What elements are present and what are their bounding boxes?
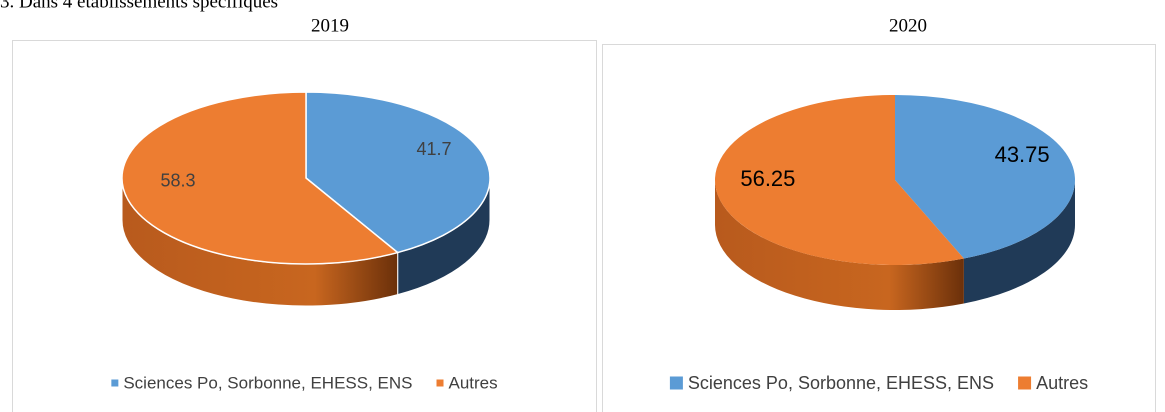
legend-swatch [1018,376,1032,390]
heading: 3. Dans 4 établissements spécifiques [0,0,278,12]
data-label: 58.3 [160,171,195,191]
legend-swatch [436,379,444,387]
pie-slice [305,91,491,254]
pie-slice [121,91,400,265]
legend-label: Sciences Po, Sorbonne, EHESS, ENS [688,373,994,393]
legend-swatch [669,376,683,390]
chart-frame [602,44,1156,412]
legend-swatch [111,379,119,387]
slice-side [715,180,964,310]
legend-label: Sciences Po, Sorbonne, EHESS, ENS [123,373,412,392]
chart-title: 2020 [889,15,927,36]
data-label: 43.75 [995,142,1050,167]
pie-slice [714,95,964,265]
chart-frame [12,40,597,412]
chart-title: 2019 [311,15,349,36]
slice-side [963,180,1075,304]
pie-slice [895,95,1075,259]
data-label: 56.25 [740,166,795,191]
legend-label: Autres [449,373,498,392]
data-label: 41.7 [416,139,451,159]
legend-label: Autres [1036,373,1088,393]
